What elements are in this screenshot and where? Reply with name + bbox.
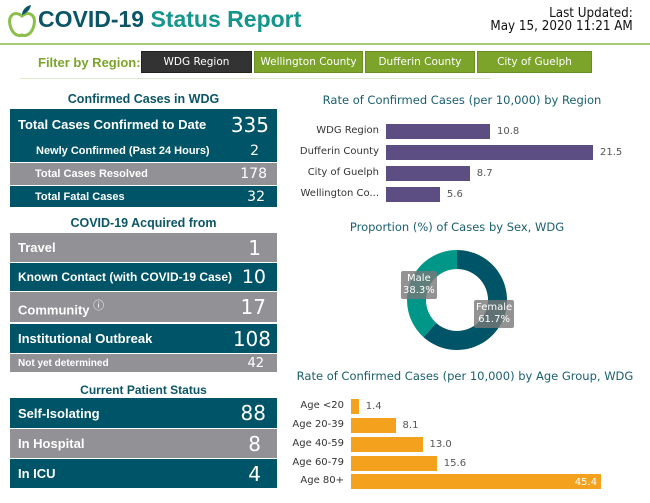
row-label: Not yet determined (18, 357, 109, 369)
filter-city-of-guelph-button[interactable]: City of Guelph (477, 51, 592, 73)
row-value: 1 (248, 235, 261, 260)
fatal-row: Total Fatal Cases 32 (10, 186, 277, 208)
institutional-row: Institutional Outbreak 108 (10, 324, 277, 354)
bar-category-label: Age <20 (300, 399, 344, 411)
bar-value-label: 8.1 (402, 419, 419, 431)
known-contact-row: Known Contact (with COVID-19 Case) 10 (10, 263, 277, 292)
in-icu-row: In ICU 4 (10, 459, 277, 489)
bar[interactable] (386, 145, 594, 160)
bar-value-label: 15.6 (443, 457, 467, 469)
travel-row: Travel 1 (10, 233, 277, 263)
filter-label: Filter by Region: (38, 55, 141, 70)
bar-category-label: WDG Region (316, 124, 379, 136)
row-label: Total Fatal Cases (35, 190, 125, 203)
title-covid: COVID-19 (38, 6, 145, 32)
title-status-report: Status Report (150, 6, 302, 32)
filter-wellington-county-button[interactable]: Wellington County (254, 51, 363, 73)
filter-divider (20, 78, 490, 79)
row-label: Travel (18, 240, 56, 255)
sex-chart-title: Proportion (%) of Cases by Sex, WDG (349, 220, 565, 234)
male-data-label: Male 38.3% (401, 271, 437, 299)
bar[interactable] (351, 456, 437, 471)
row-value: 4 (248, 461, 261, 486)
region-chart-title: Rate of Confirmed Cases (per 10,000) by … (322, 93, 602, 107)
row-value: 2 (250, 143, 259, 159)
female-data-label: Female 61.7% (474, 300, 515, 328)
male-label: Male (407, 273, 431, 284)
patient-status-title: Current Patient Status (80, 383, 207, 397)
row-label: Institutional Outbreak (18, 331, 153, 346)
in-hospital-row: In Hospital 8 (10, 429, 277, 459)
row-value: 10 (241, 266, 266, 288)
bar-category-label: Age 60-79 (292, 456, 344, 468)
row-value: 42 (247, 355, 264, 371)
bar-value-label: 10.8 (497, 125, 520, 137)
row-label: Known Contact (with COVID-19 Case) (18, 270, 233, 284)
bar[interactable] (386, 166, 470, 181)
last-updated-label: Last Updated: (549, 6, 633, 21)
resolved-row: Total Cases Resolved 178 (10, 163, 277, 186)
bar[interactable] (386, 187, 440, 202)
row-value: 17 (240, 295, 266, 319)
filter-wdg-region-button[interactable]: WDG Region (141, 51, 252, 73)
bar-value-label: 13.0 (429, 438, 452, 450)
bar-value-label: 8.7 (476, 167, 493, 179)
age-chart-title: Rate of Confirmed Cases (per 10,000) by … (296, 369, 634, 383)
female-value: 61.7% (478, 314, 510, 325)
bar-category-label: Age 40-59 (292, 437, 344, 449)
bar-category-label: Wellington Co... (300, 187, 380, 199)
row-value: 108 (232, 326, 271, 351)
community-row: Community ⓘ 17 (10, 292, 277, 323)
row-label: Newly Confirmed (Past 24 Hours) (36, 145, 210, 157)
last-updated: Last Updated: May 15, 2020 11:21 AM (491, 7, 633, 33)
row-value: 335 (230, 112, 269, 137)
newly-confirmed-row: Newly Confirmed (Past 24 Hours) 2 (10, 140, 277, 163)
row-label: Total Cases Resolved (35, 168, 148, 180)
bar-category-label: City of Guelph (307, 166, 379, 178)
row-label: In Hospital (18, 436, 85, 451)
row-label: Community (18, 302, 90, 318)
page-title: COVID-19 Status Report (38, 6, 301, 33)
header-divider (0, 43, 650, 45)
info-icon[interactable]: ⓘ (93, 299, 105, 312)
row-value: 178 (240, 166, 267, 182)
bar-category-label: Age 80+ (300, 474, 344, 486)
bar-value-label: 45.4 (574, 476, 597, 488)
last-updated-value: May 15, 2020 11:21 AM (490, 19, 633, 34)
bar[interactable] (351, 437, 423, 452)
row-value: 32 (247, 188, 265, 205)
row-label: Self-Isolating (18, 405, 100, 421)
not-determined-row: Not yet determined 42 (10, 354, 277, 373)
female-label: Female (476, 302, 513, 313)
bar[interactable] (351, 399, 359, 414)
bar-value-label: 21.5 (600, 146, 623, 158)
male-value: 38.3% (403, 285, 435, 296)
apple-logo-icon (8, 5, 36, 38)
row-label: In ICU (18, 466, 56, 481)
bar-value-label: 5.6 (446, 188, 463, 200)
confirmed-cases-title: Confirmed Cases in WDG (67, 92, 220, 106)
bar[interactable] (351, 474, 601, 489)
filter-dufferin-county-button[interactable]: Dufferin County (365, 51, 475, 73)
bar-value-label: 1.4 (365, 400, 382, 412)
total-cases-row: Total Cases Confirmed to Date 335 (10, 109, 277, 140)
acquired-title: COVID-19 Acquired from (70, 216, 217, 230)
row-value: 88 (240, 401, 266, 425)
row-label: Total Cases Confirmed to Date (18, 117, 207, 132)
bar-category-label: Age 20-39 (292, 418, 344, 430)
row-value: 8 (248, 431, 261, 456)
bar[interactable] (386, 124, 490, 139)
bar[interactable] (351, 418, 396, 433)
bar-category-label: Dufferin County (299, 145, 379, 157)
self-isolating-row: Self-Isolating 88 (10, 398, 277, 429)
